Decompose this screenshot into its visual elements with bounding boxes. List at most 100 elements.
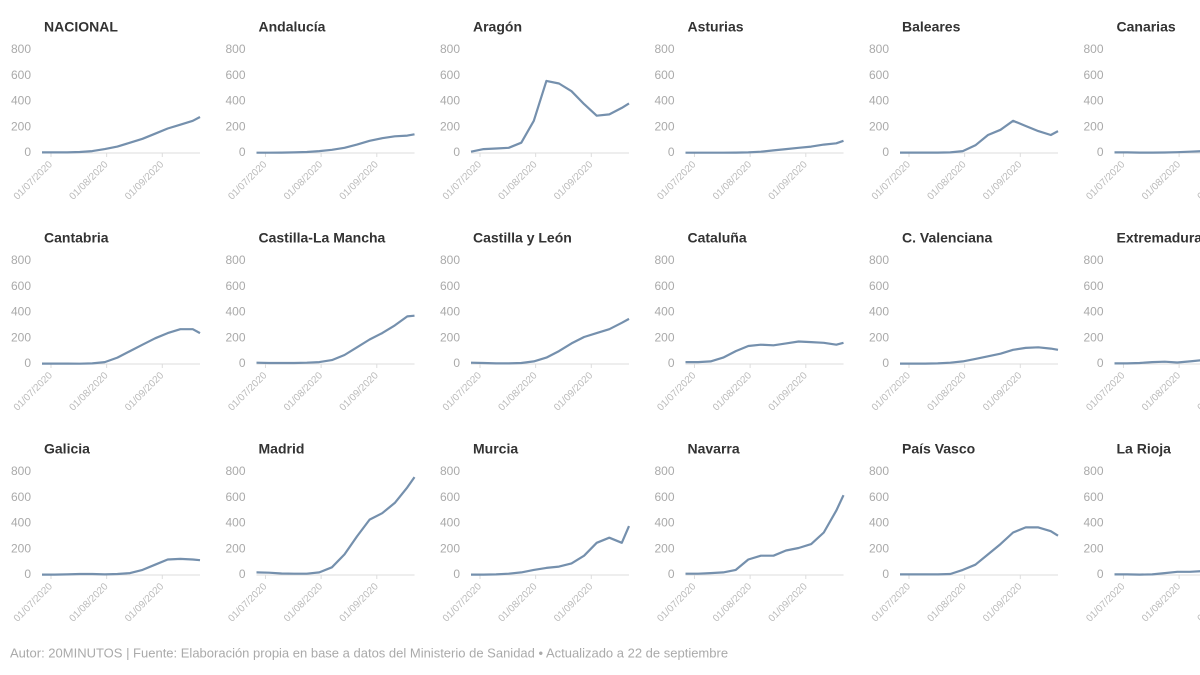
y-tick-label: 600 xyxy=(440,68,460,82)
y-tick-label: 0 xyxy=(1097,567,1104,581)
y-tick-label: 200 xyxy=(440,119,460,133)
y-tick-label: 0 xyxy=(239,567,246,581)
x-tick-label: 01/09/2020 xyxy=(552,159,595,202)
x-tick-label: 01/08/2020 xyxy=(496,581,539,624)
y-tick-label: 200 xyxy=(654,330,674,344)
x-tick-label: 01/07/2020 xyxy=(655,159,698,202)
y-tick-label: 600 xyxy=(869,490,889,504)
y-tick-label: 800 xyxy=(1083,464,1103,478)
y-tick-label: 800 xyxy=(654,253,674,267)
series-line xyxy=(900,346,1059,365)
x-tick-label: 01/07/2020 xyxy=(441,159,484,202)
y-tick-label: 0 xyxy=(24,356,31,370)
x-tick-label: 01/09/2020 xyxy=(767,581,810,624)
y-tick-label: 400 xyxy=(225,94,245,108)
series-line xyxy=(685,494,845,575)
x-tick-label: 01/08/2020 xyxy=(925,159,968,202)
x-tick-label: 01/07/2020 xyxy=(870,581,913,624)
panel-title: Navarra xyxy=(688,441,740,457)
x-tick-label: 01/07/2020 xyxy=(655,581,698,624)
y-tick-label: 0 xyxy=(668,145,675,159)
x-tick-label: 01/08/2020 xyxy=(711,159,754,202)
y-tick-label: 600 xyxy=(654,68,674,82)
x-tick-label: 01/07/2020 xyxy=(441,581,484,624)
y-tick-label: 600 xyxy=(225,490,245,504)
series-line xyxy=(1114,359,1200,365)
y-tick-label: 200 xyxy=(11,119,31,133)
y-tick-label: 0 xyxy=(882,356,889,370)
x-tick-label: 01/09/2020 xyxy=(767,370,810,413)
x-tick-label: 01/07/2020 xyxy=(1084,581,1127,624)
y-tick-label: 400 xyxy=(440,94,460,108)
series-line xyxy=(42,116,201,154)
series-line xyxy=(42,557,201,576)
y-tick-label: 200 xyxy=(654,541,674,555)
series-line xyxy=(470,317,630,365)
series-line xyxy=(900,526,1059,576)
y-tick-label: 200 xyxy=(440,330,460,344)
y-tick-label: 800 xyxy=(654,42,674,56)
x-tick-label: 01/09/2020 xyxy=(123,159,166,202)
y-tick-label: 0 xyxy=(668,356,675,370)
series-line xyxy=(256,476,416,575)
y-tick-label: 200 xyxy=(11,330,31,344)
y-tick-label: 400 xyxy=(11,305,31,319)
x-tick-label: 01/08/2020 xyxy=(282,581,325,624)
y-tick-label: 600 xyxy=(869,279,889,293)
y-tick-label: 400 xyxy=(1083,516,1103,530)
series-line xyxy=(1114,570,1200,576)
x-tick-label: 01/07/2020 xyxy=(12,581,55,624)
y-tick-label: 800 xyxy=(440,464,460,478)
x-tick-label: 01/09/2020 xyxy=(338,370,381,413)
y-tick-label: 400 xyxy=(869,94,889,108)
y-tick-label: 600 xyxy=(11,279,31,293)
y-tick-label: 600 xyxy=(11,490,31,504)
y-tick-label: 200 xyxy=(869,330,889,344)
y-tick-label: 400 xyxy=(11,516,31,530)
y-tick-label: 400 xyxy=(654,516,674,530)
x-tick-label: 01/09/2020 xyxy=(981,370,1024,413)
y-tick-label: 600 xyxy=(440,490,460,504)
y-tick-label: 0 xyxy=(24,567,31,581)
panel-title: Castilla-La Mancha xyxy=(259,230,386,246)
panel-title: Andalucía xyxy=(259,19,326,35)
x-tick-label: 01/07/2020 xyxy=(655,370,698,413)
y-tick-label: 600 xyxy=(869,68,889,82)
x-tick-label: 01/07/2020 xyxy=(226,581,269,624)
x-tick-label: 01/09/2020 xyxy=(981,581,1024,624)
x-tick-label: 01/07/2020 xyxy=(1084,159,1127,202)
y-tick-label: 0 xyxy=(24,145,31,159)
panel-title: Baleares xyxy=(902,19,961,35)
y-tick-label: 0 xyxy=(668,567,675,581)
y-tick-label: 800 xyxy=(654,464,674,478)
y-tick-label: 800 xyxy=(440,42,460,56)
panel-title: Cantabria xyxy=(44,230,109,246)
x-tick-label: 01/08/2020 xyxy=(925,370,968,413)
y-tick-label: 800 xyxy=(225,42,245,56)
series-line xyxy=(256,314,415,365)
footer: Autor: 20MINUTOS | Fuente: Elaboración p… xyxy=(10,645,728,660)
x-tick-label: 01/09/2020 xyxy=(552,370,595,413)
series-line xyxy=(42,328,201,365)
x-tick-label: 01/08/2020 xyxy=(67,159,110,202)
x-tick-label: 01/07/2020 xyxy=(870,370,913,413)
panel-title: Cataluña xyxy=(688,230,747,246)
series-line xyxy=(1114,150,1200,154)
y-tick-label: 200 xyxy=(1083,541,1103,555)
y-tick-label: 0 xyxy=(453,356,460,370)
x-tick-label: 01/09/2020 xyxy=(981,159,1024,202)
y-tick-label: 600 xyxy=(654,490,674,504)
x-tick-label: 01/09/2020 xyxy=(338,159,381,202)
x-tick-label: 01/08/2020 xyxy=(67,370,110,413)
y-tick-label: 600 xyxy=(225,68,245,82)
panel-title: Extremadura xyxy=(1117,230,1200,246)
y-tick-label: 400 xyxy=(1083,94,1103,108)
x-tick-label: 01/07/2020 xyxy=(12,370,55,413)
x-tick-label: 01/07/2020 xyxy=(441,370,484,413)
x-tick-label: 01/08/2020 xyxy=(1140,581,1183,624)
panel-title: Aragón xyxy=(473,19,522,35)
x-tick-label: 01/09/2020 xyxy=(1196,581,1200,624)
x-tick-label: 01/07/2020 xyxy=(1084,370,1127,413)
